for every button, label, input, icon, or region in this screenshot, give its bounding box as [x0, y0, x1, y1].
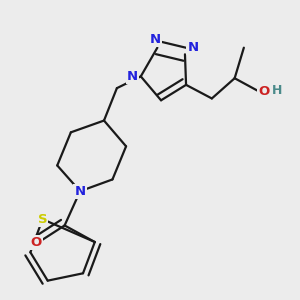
Text: O: O — [259, 85, 270, 98]
Text: O: O — [30, 236, 41, 249]
Text: S: S — [38, 213, 47, 226]
Text: N: N — [74, 185, 86, 198]
Text: N: N — [127, 70, 138, 83]
Text: N: N — [188, 41, 199, 54]
Text: N: N — [150, 33, 161, 46]
Text: H: H — [272, 84, 283, 97]
